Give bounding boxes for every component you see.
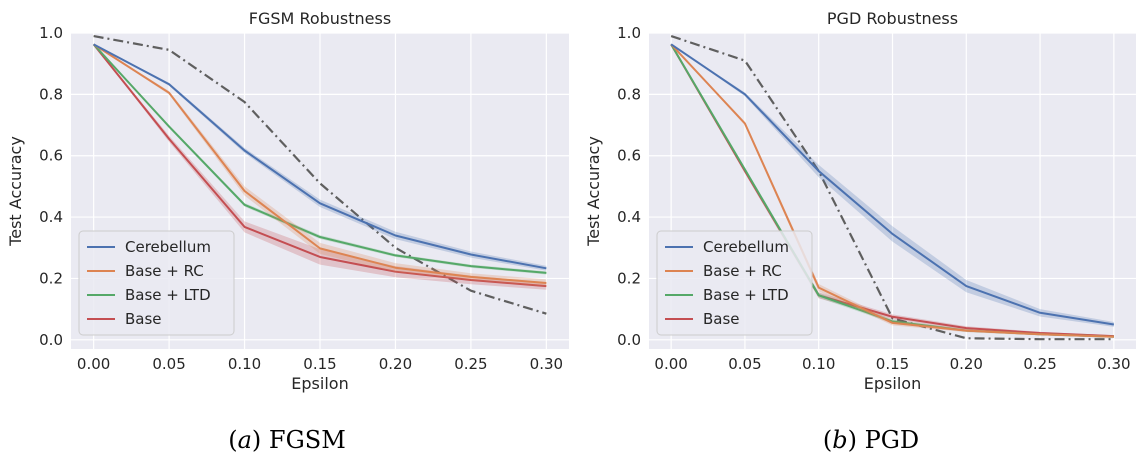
y-tick-label: 0.8 [39,85,63,103]
legend-box [656,230,813,336]
y-tick-label: 1.0 [617,24,641,42]
legend-label: Base [703,310,740,328]
panel-caption: (a) FGSM [228,426,346,454]
panel-fgsm: 0.00 0.05 0.10 0.15 0.20 0.25 0.30 0.0 0.2 0.4 0.6… [6,9,569,454]
y-axis-label: Test Accuracy [6,136,25,247]
series-line [670,43,1115,326]
x-tick-label: 0.30 [530,355,563,373]
series-line [92,43,547,274]
legend-label: Base [125,310,162,328]
y-tick-label: 0.8 [617,85,641,103]
y-tick-label: 0.6 [617,147,641,165]
x-tick-label: 0.15 [876,355,909,373]
y-axis-label: Test Accuracy [584,136,603,247]
caption-text: PGD [865,426,920,454]
chart-title: FGSM Robustness [249,9,391,28]
caption-letter: a [238,426,252,454]
legend: Cerebellum Base + RC Base + LTD Base [78,230,235,336]
y-tick-label: 1.0 [39,24,63,42]
legend-label: Base + LTD [125,286,211,304]
x-tick-label: 0.25 [1023,355,1056,373]
legend-label: Cerebellum [125,238,211,256]
caption-letter: b [832,426,847,454]
panel-pgd: 0.00 0.05 0.10 0.15 0.20 0.25 0.30 0.0 0.2 0.4 0.6… [584,9,1136,454]
reference-dashdot-line [93,34,547,315]
legend-box [78,230,235,336]
x-axis-label: Epsilon [864,374,921,393]
x-tick-label: 0.20 [950,355,983,373]
reference-dashdot-line [670,35,1114,341]
series-line [670,43,1114,338]
legend-label: Base + RC [703,262,782,280]
legend-label: Base + LTD [703,286,789,304]
x-tick-label: 0.10 [802,355,835,373]
y-tick-label: 0.0 [617,331,641,349]
y-tick-label: 0.6 [39,147,63,165]
legend: Cerebellum Base + RC Base + LTD Base [656,230,813,336]
x-tick-label: 0.05 [728,355,761,373]
x-axis-label: Epsilon [291,374,348,393]
series-line [93,43,547,270]
y-tick-label: 0.4 [617,208,641,226]
y-tick-label: 0.2 [617,269,641,287]
x-tick-label: 0.30 [1097,355,1130,373]
x-tick-label: 0.05 [152,355,185,373]
y-tick-label: 0.0 [39,331,63,349]
panel-caption: (b) PGD [823,426,919,454]
x-tick-label: 0.10 [228,355,261,373]
y-tick-label: 0.2 [39,269,63,287]
series-group [92,34,547,315]
x-tick-label: 0.15 [303,355,336,373]
series-line [93,43,547,285]
series-group [670,35,1115,341]
x-tick-label: 0.00 [654,355,687,373]
caption-text: FGSM [269,426,346,454]
y-tick-label: 0.4 [39,208,63,226]
legend-label: Cerebellum [703,238,789,256]
legend-label: Base + RC [125,262,204,280]
series-line [92,43,547,288]
chart-title: PGD Robustness [827,9,958,28]
x-tick-label: 0.20 [379,355,412,373]
x-tick-label: 0.25 [454,355,487,373]
x-tick-label: 0.00 [77,355,110,373]
